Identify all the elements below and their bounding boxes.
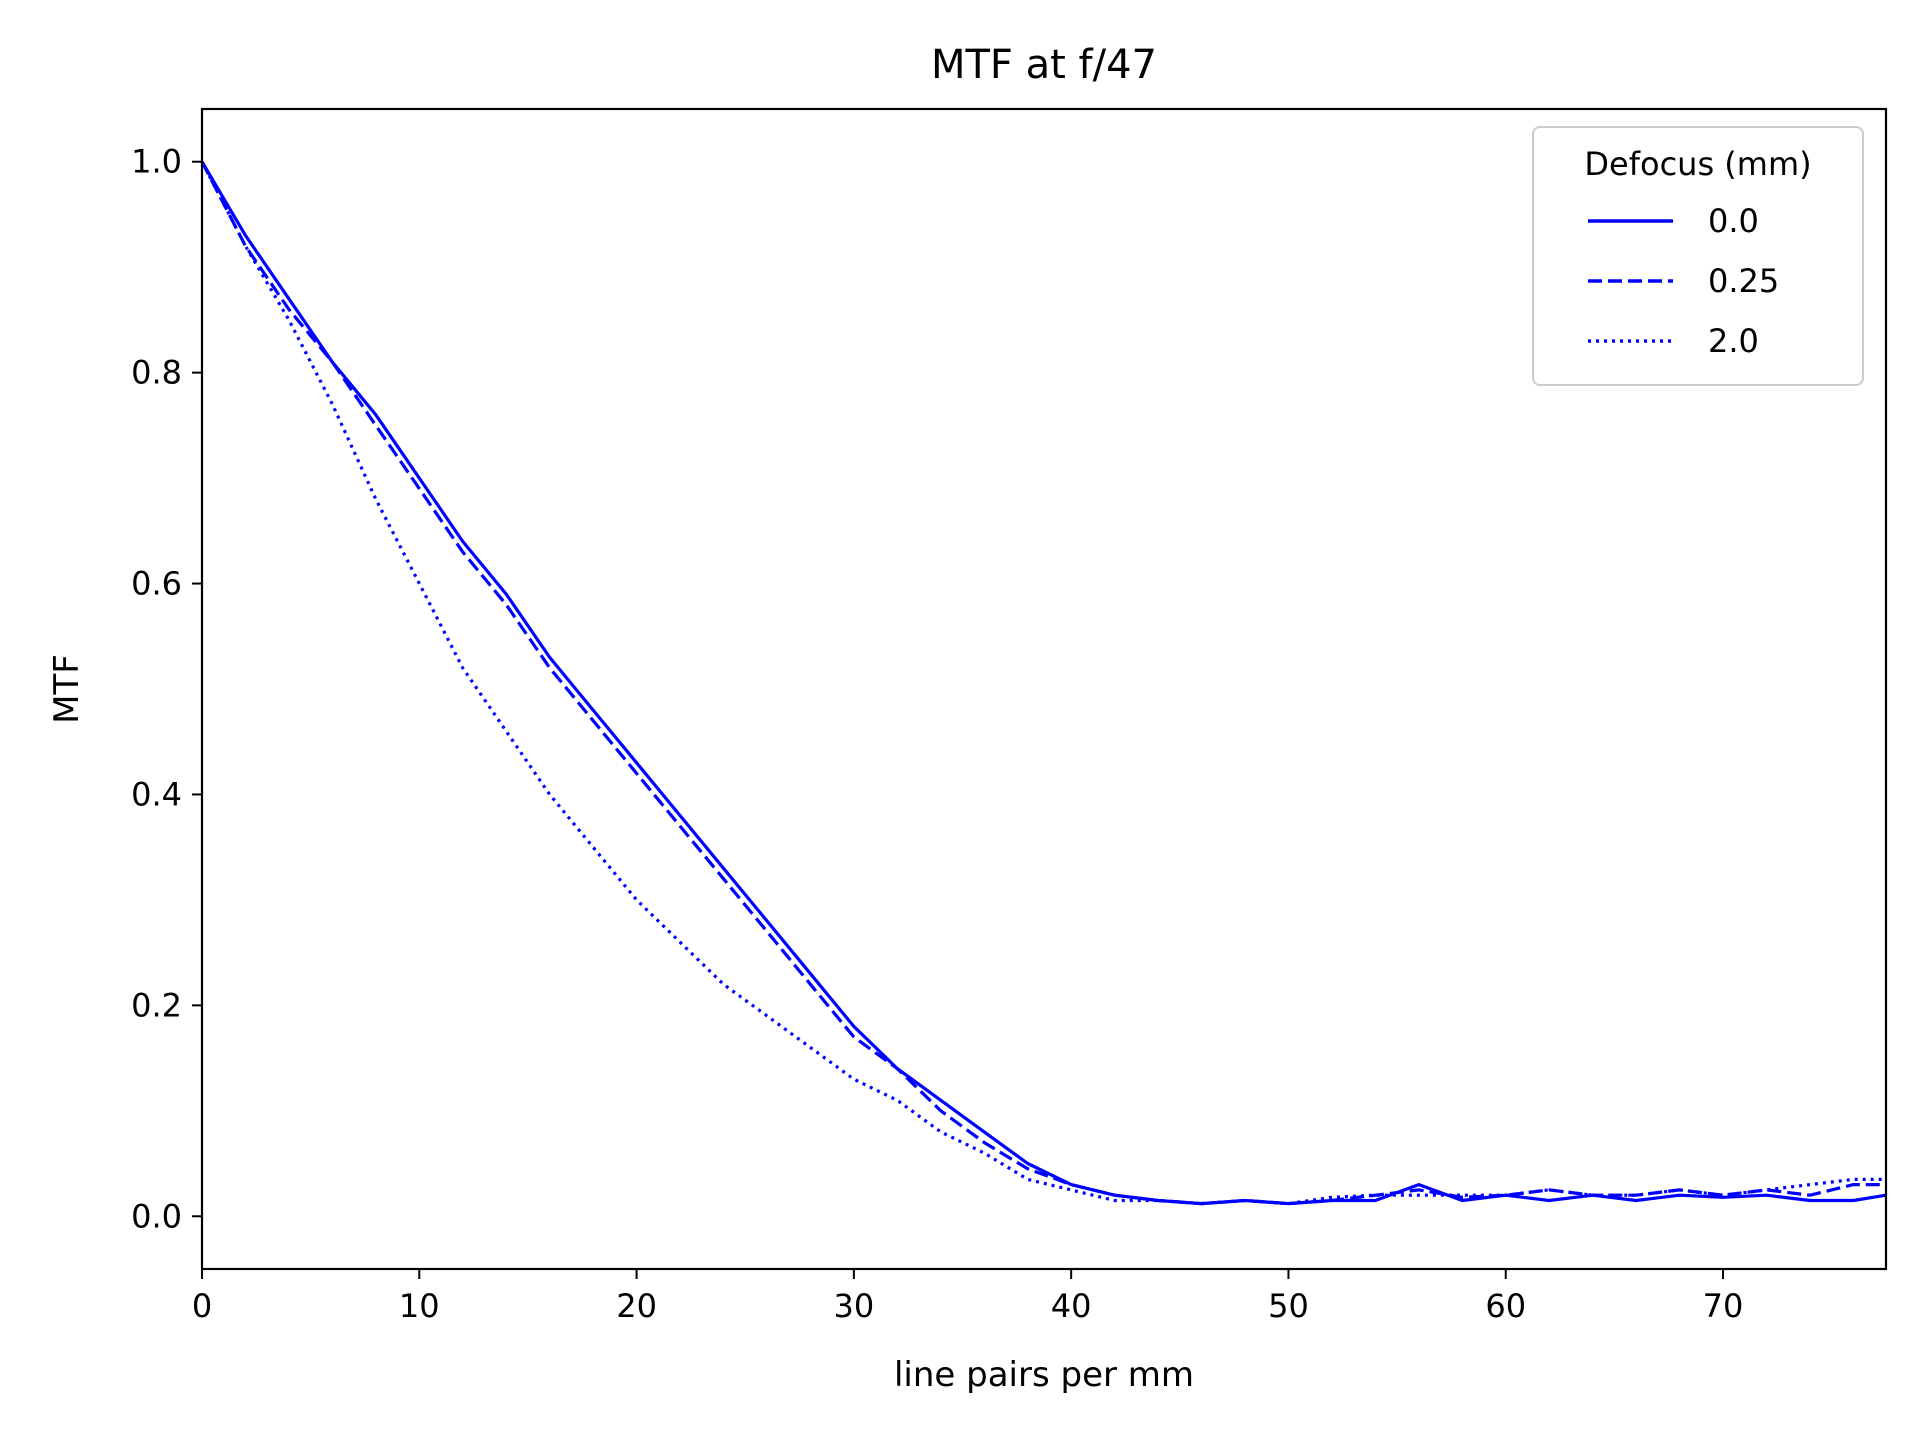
y-tick-label: 0.4 [131, 775, 182, 813]
legend-label: 0.25 [1708, 262, 1779, 300]
legend-label: 2.0 [1708, 322, 1759, 360]
axes: 0 10 20 30 40 50 60 70 0.0 0.2 0.4 0.6 0.8 1.0 [131, 143, 1743, 1325]
y-tick-label: 0.6 [131, 565, 182, 603]
x-tick-label: 50 [1268, 1287, 1309, 1325]
x-axis-label: line pairs per mm [894, 1355, 1194, 1395]
x-tick-label: 0 [192, 1287, 212, 1325]
x-tick-label: 10 [399, 1287, 440, 1325]
x-tick-label: 70 [1703, 1287, 1744, 1325]
y-tick-label: 0.8 [131, 354, 182, 392]
legend-label: 0.0 [1708, 202, 1759, 240]
x-tick-label: 40 [1051, 1287, 1092, 1325]
series-line-0-25 [200, 160, 1886, 1206]
plot-area [200, 160, 1887, 1206]
chart-title: MTF at f/47 [931, 42, 1157, 88]
y-tick-label: 0.2 [131, 986, 182, 1024]
legend: Defocus (mm) 0.0 0.25 2.0 [1532, 126, 1864, 386]
x-tick-label: 60 [1485, 1287, 1526, 1325]
x-tick-label: 30 [834, 1287, 875, 1325]
legend-title: Defocus (mm) [1584, 145, 1811, 183]
y-tick-label: 0.0 [131, 1197, 182, 1235]
y-tick-label: 1.0 [131, 143, 182, 181]
series-line-0-0 [200, 160, 1887, 1206]
y-axis-label: MTF [47, 654, 87, 724]
plot-frame [200, 107, 1888, 1271]
series-line-2-0 [200, 160, 1886, 1206]
x-tick-label: 20 [616, 1287, 657, 1325]
legend-box [1532, 126, 1864, 386]
